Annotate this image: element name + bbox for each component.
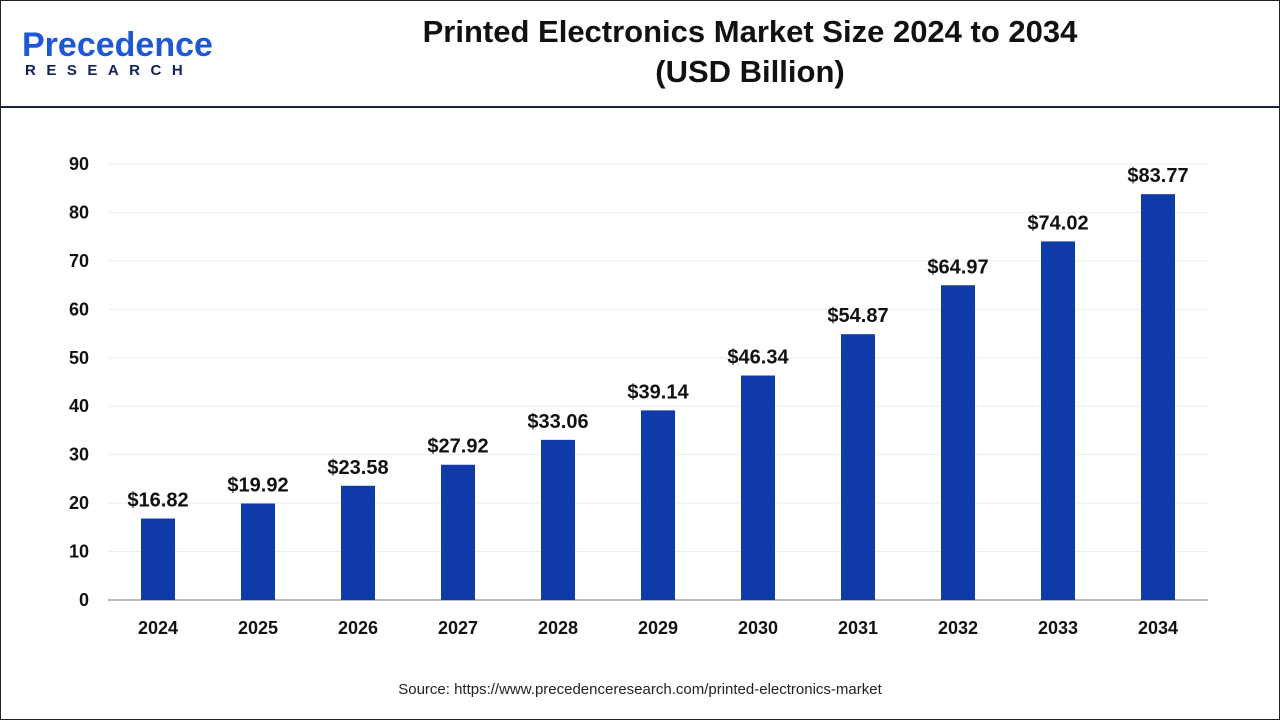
data-label-2024: $16.82 — [127, 490, 188, 512]
header-divider — [0, 106, 1280, 108]
x-tick-label: 2032 — [938, 618, 978, 638]
y-tick-label: 60 — [69, 299, 89, 319]
bar-2029 — [641, 410, 675, 600]
logo-text-bottom: RESEARCH — [25, 62, 194, 79]
y-tick-label: 70 — [69, 251, 89, 271]
bar-2034 — [1141, 194, 1175, 600]
x-tick-label: 2029 — [638, 618, 678, 638]
source-note: Source: https://www.precedenceresearch.c… — [398, 681, 882, 698]
x-tick-label: 2028 — [538, 618, 578, 638]
y-tick-label: 90 — [69, 154, 89, 174]
y-tick-label: 10 — [69, 542, 89, 562]
title-line-2: (USD Billion) — [655, 54, 845, 89]
y-tick-label: 0 — [79, 590, 89, 610]
y-tick-label: 20 — [69, 493, 89, 513]
x-tick-label: 2026 — [338, 618, 378, 638]
chart-title: Printed Electronics Market Size 2024 to … — [300, 12, 1200, 92]
bar-2031 — [841, 334, 875, 600]
x-tick-label: 2027 — [438, 618, 478, 638]
x-tick-label: 2030 — [738, 618, 778, 638]
precedence-research-logo: Precedence RESEARCH — [22, 28, 213, 79]
bar-2027 — [441, 464, 475, 600]
bar-2030 — [741, 375, 775, 600]
data-label-2027: $27.92 — [427, 436, 488, 458]
data-label-2032: $64.97 — [927, 256, 988, 278]
x-tick-label: 2024 — [138, 618, 178, 638]
data-label-2033: $74.02 — [1027, 212, 1088, 234]
data-label-2028: $33.06 — [527, 411, 588, 433]
data-label-2031: $54.87 — [827, 305, 888, 327]
data-label-2026: $23.58 — [327, 457, 388, 479]
x-tick-label: 2025 — [238, 618, 278, 638]
data-label-2030: $46.34 — [727, 347, 789, 369]
y-tick-label: 80 — [69, 202, 89, 222]
bar-2032 — [941, 285, 975, 600]
bar-2026 — [341, 485, 375, 600]
x-tick-label: 2031 — [838, 618, 878, 638]
x-tick-label: 2033 — [1038, 618, 1078, 638]
y-tick-label: 40 — [69, 396, 89, 416]
data-label-2034: $83.77 — [1127, 165, 1188, 187]
bar-2033 — [1041, 241, 1075, 600]
data-label-2029: $39.14 — [627, 381, 689, 403]
title-line-1: Printed Electronics Market Size 2024 to … — [422, 14, 1078, 49]
bar-2024 — [141, 518, 175, 600]
logo-text-top: Precedence — [22, 26, 213, 64]
y-tick-label: 30 — [69, 445, 89, 465]
x-tick-label: 2034 — [1138, 618, 1178, 638]
bar-2028 — [541, 439, 575, 600]
data-label-2025: $19.92 — [227, 474, 288, 496]
y-tick-label: 50 — [69, 348, 89, 368]
bar-2025 — [241, 503, 275, 600]
